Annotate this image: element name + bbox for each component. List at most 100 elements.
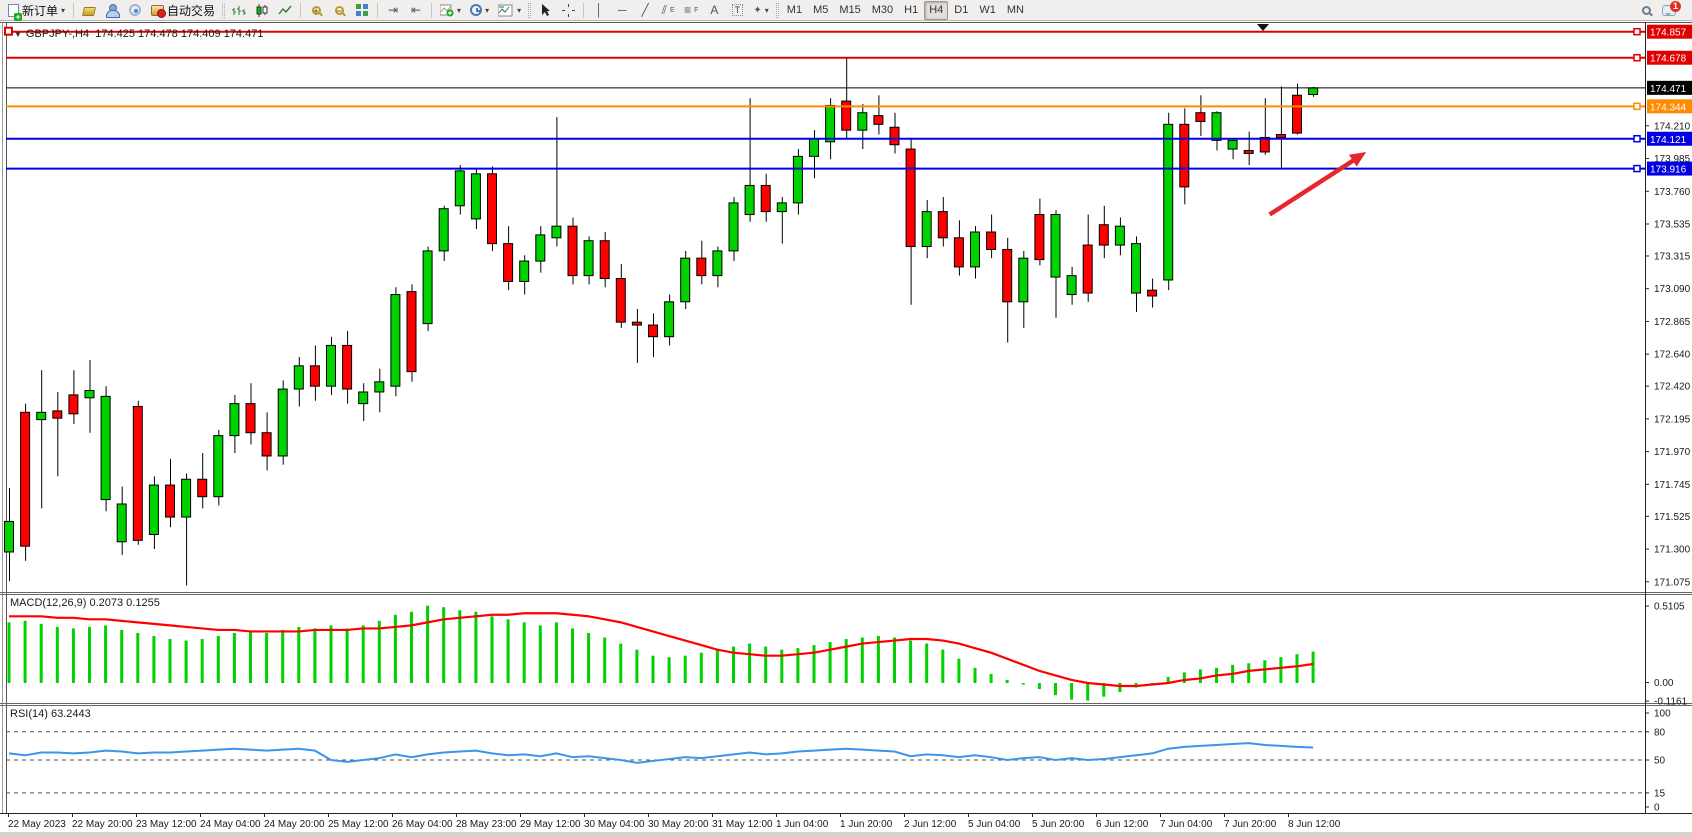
clock-icon: [470, 4, 483, 16]
svg-text:174.678: 174.678: [1650, 54, 1687, 65]
autotrading-button[interactable]: 自动交易: [147, 1, 219, 20]
templates-button[interactable]: ▾: [494, 1, 525, 20]
svg-text:173.985: 173.985: [1654, 154, 1691, 165]
search-button[interactable]: [1635, 1, 1657, 20]
svg-text:0: 0: [1654, 803, 1660, 814]
candlestick-mode-button[interactable]: [251, 1, 273, 20]
svg-text:1 Jun 04:00: 1 Jun 04:00: [776, 819, 829, 830]
svg-text:7 Jun 04:00: 7 Jun 04:00: [1160, 819, 1213, 830]
svg-text:50: 50: [1654, 756, 1666, 767]
svg-text:-0.1161: -0.1161: [1654, 697, 1688, 708]
svg-text:172.865: 172.865: [1654, 317, 1691, 328]
search-icon: [1641, 5, 1651, 15]
trendline-tool-button[interactable]: ╱: [634, 1, 656, 20]
crosshair-tool-button[interactable]: [557, 1, 579, 20]
trendline-icon: ╱: [641, 3, 649, 17]
svg-text:25 May 12:00: 25 May 12:00: [328, 819, 389, 830]
auto-scroll-icon: ⇥: [388, 3, 399, 17]
market-watch-button[interactable]: [78, 1, 100, 20]
new-order-button[interactable]: 新订单 ▾: [4, 1, 69, 21]
channel-sub-label: E: [669, 6, 675, 14]
svg-text:24 May 04:00: 24 May 04:00: [200, 819, 261, 830]
macd-panel[interactable]: 0.5105 0.00 -0.1161: [7, 602, 1688, 708]
timeframe-m30-button[interactable]: M30: [871, 4, 894, 16]
svg-text:173.916: 173.916: [1650, 165, 1687, 176]
svg-text:173.090: 173.090: [1654, 284, 1691, 295]
arrows-tool-icon: ✦: [753, 4, 762, 16]
svg-text:80: 80: [1654, 727, 1666, 738]
timeframe-w1-button[interactable]: W1: [979, 4, 996, 16]
symbol-dropdown-icon[interactable]: ▼: [14, 30, 22, 39]
tile-windows-button[interactable]: [351, 1, 373, 20]
zoom-out-button[interactable]: −: [328, 1, 350, 20]
separator: [583, 2, 585, 18]
candlestick-icon: [256, 3, 268, 17]
chevron-down-icon: ▾: [485, 5, 490, 15]
chat-bubble-icon: 1: [1662, 0, 1681, 16]
timeframe-m15-button[interactable]: M15: [839, 4, 861, 16]
svg-text:172.420: 172.420: [1654, 382, 1691, 393]
line-chart-icon: [278, 5, 292, 14]
bar-chart-mode-button[interactable]: [228, 1, 250, 20]
macd-indicator-label: MACD(12,26,9) 0.2073 0.1255: [10, 597, 160, 609]
separator: [73, 2, 75, 18]
chart-canvas[interactable]: 0.5105 0.00 -0.1161 100 80 50 15 0 174.210 173.…: [0, 21, 1692, 837]
svg-text:29 May 12:00: 29 May 12:00: [520, 819, 581, 830]
svg-text:172.640: 172.640: [1654, 350, 1691, 361]
svg-text:171.970: 171.970: [1654, 447, 1691, 458]
svg-text:5 Jun 20:00: 5 Jun 20:00: [1032, 819, 1085, 830]
timeframe-h1-button[interactable]: H1: [904, 4, 919, 16]
horizontal-line-tool-button[interactable]: ─: [611, 1, 633, 20]
toolbar: 新订单 ▾ 自动交易 + − ⇥ ⇤ ▾ ▾ ▾: [0, 0, 1692, 21]
timeframe-mn-button[interactable]: MN: [1006, 4, 1024, 16]
svg-text:0.5105: 0.5105: [1654, 602, 1685, 613]
svg-text:173.760: 173.760: [1654, 187, 1691, 198]
auto-scroll-button[interactable]: ⇥: [382, 1, 404, 20]
svg-text:174.210: 174.210: [1654, 121, 1691, 132]
chart-shift-button[interactable]: ⇤: [405, 1, 427, 20]
price-axis[interactable]: 174.210 173.985 173.760 173.535 173.315 173.0…: [1645, 121, 1691, 588]
svg-text:22 May 2023: 22 May 2023: [8, 819, 66, 830]
text-tool-button[interactable]: A: [703, 1, 725, 20]
zoom-in-icon: +: [311, 5, 321, 16]
text-tool-icon: A: [710, 3, 719, 17]
autotrading-icon: [151, 4, 167, 18]
timeframe-d1-button[interactable]: D1: [954, 4, 969, 16]
trend-arrow-annotation[interactable]: [1268, 151, 1367, 217]
rsi-panel[interactable]: 100 80 50 15 0: [6, 709, 1671, 814]
fibonacci-tool-button[interactable]: ≡ F: [680, 1, 702, 20]
cursor-tool-button[interactable]: [534, 1, 556, 20]
chart-shift-icon: ⇤: [411, 3, 422, 17]
vertical-line-tool-button[interactable]: │: [588, 1, 610, 20]
fibonacci-icon: ≡: [684, 3, 692, 17]
time-axis[interactable]: 22 May 2023 22 May 20:00 23 May 12:00 24 Ma…: [8, 813, 1341, 830]
svg-text:24 May 20:00: 24 May 20:00: [264, 819, 325, 830]
timeframe-m1-button[interactable]: M1: [786, 4, 803, 16]
toolbar-grip: [222, 2, 226, 18]
indicators-button[interactable]: ▾: [436, 1, 465, 20]
cursor-icon: [541, 3, 550, 16]
svg-text:174.471: 174.471: [1650, 84, 1687, 95]
candlestick-series[interactable]: [4, 57, 1319, 586]
chevron-down-icon: ▾: [61, 5, 66, 15]
profile-button[interactable]: [101, 1, 123, 20]
arrows-tool-button[interactable]: ✦ ▾: [749, 1, 772, 20]
notifications-button[interactable]: 1: [1658, 0, 1681, 20]
svg-text:100: 100: [1654, 709, 1671, 720]
signals-button[interactable]: [124, 1, 146, 20]
chevron-down-icon: ▾: [764, 5, 769, 15]
timeframe-m5-button[interactable]: M5: [813, 4, 829, 16]
zoom-in-button[interactable]: +: [305, 1, 327, 20]
template-icon: [498, 4, 513, 16]
periods-button[interactable]: ▾: [466, 1, 493, 20]
line-chart-mode-button[interactable]: [274, 1, 296, 20]
chart-title: ▼ GBPJPY-,H4 174.425 174.478 174.409 174.…: [14, 28, 263, 40]
timeframe-h4-button[interactable]: H4: [924, 0, 949, 20]
svg-text:31 May 12:00: 31 May 12:00: [712, 819, 773, 830]
gold-bar-icon: [82, 7, 96, 16]
indicators-icon: [440, 4, 454, 16]
equidistant-channel-tool-button[interactable]: ⫽ E: [657, 1, 679, 20]
horizontal-level-lines[interactable]: [4, 26, 1645, 173]
separator: [431, 2, 433, 18]
label-tool-button[interactable]: T: [726, 1, 748, 20]
